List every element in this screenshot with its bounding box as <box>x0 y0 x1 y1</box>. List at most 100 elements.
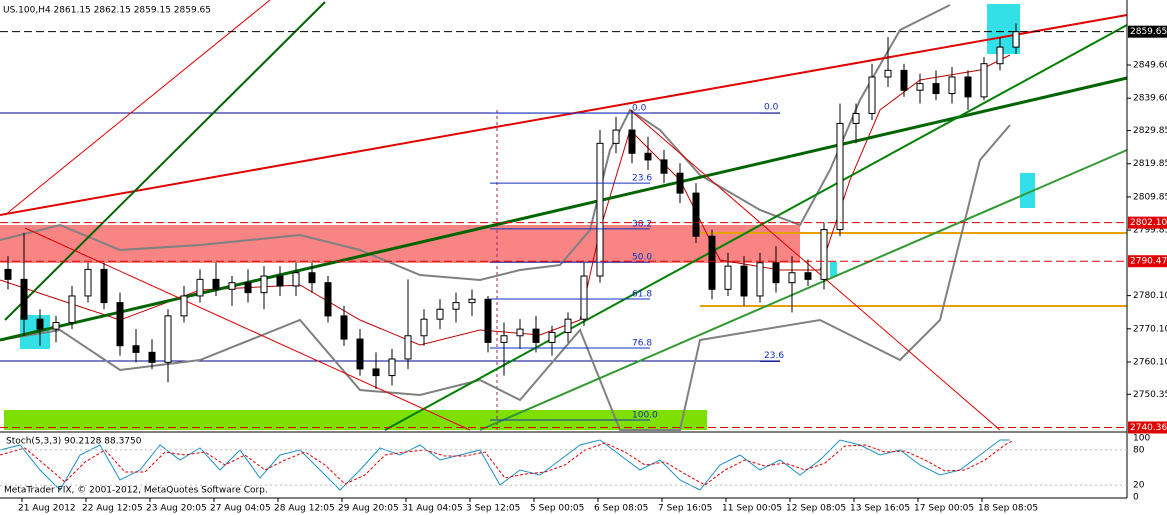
x-tick-label: 28 Aug 12:05 <box>274 504 335 514</box>
candle-body <box>452 302 460 310</box>
trend-line <box>4 0 271 216</box>
candle-body <box>308 272 316 284</box>
candle-body <box>180 295 188 317</box>
candle-body <box>228 282 236 290</box>
stoch-title: Stoch(5,3,3) 90.2128 88.3750 <box>6 437 142 447</box>
y-tick-label: 2799.85 <box>1133 226 1167 236</box>
x-tick-label: 23 Aug 20:05 <box>146 504 207 514</box>
candle-body <box>644 152 652 161</box>
candle-body <box>948 76 956 95</box>
candle-body <box>676 172 684 194</box>
candle-body <box>148 351 156 363</box>
candle-body <box>772 262 780 284</box>
fib-label: 23.6 <box>764 351 784 361</box>
x-tick-label: 27 Aug 04:05 <box>210 504 271 514</box>
candle-body <box>388 358 396 377</box>
candle-body <box>36 318 44 330</box>
candle-body <box>516 328 524 337</box>
stoch-tick-label: 0 <box>1133 493 1139 503</box>
price-box <box>1128 25 1167 38</box>
fib-label: 61.8 <box>632 289 652 299</box>
x-tick-label: 3 Sep 12:05 <box>466 504 520 514</box>
y-tick-label: 2819.85 <box>1133 159 1167 169</box>
candle-body <box>132 345 140 353</box>
candle-body <box>580 275 588 320</box>
candle-body <box>164 315 172 363</box>
candle-body <box>420 318 428 337</box>
y-tick-label: 2809.85 <box>1133 192 1167 202</box>
candle-body <box>868 76 876 114</box>
x-tick-label: 6 Sep 08:05 <box>594 504 648 514</box>
x-tick-label: 31 Aug 04:05 <box>402 504 463 514</box>
candle-body <box>260 275 268 294</box>
x-tick-label: 18 Sep 08:05 <box>978 504 1038 514</box>
trend-line <box>0 76 1128 342</box>
trend-line <box>4 1 326 321</box>
candle-body <box>20 278 28 320</box>
candle-body <box>916 83 924 91</box>
candle-body <box>68 295 76 323</box>
band-line <box>0 4 951 282</box>
candle-body <box>1012 31 1020 48</box>
y-tick-label: 2849.60 <box>1133 61 1167 71</box>
candle-body <box>100 268 108 304</box>
candle-body <box>212 278 220 290</box>
trend-line <box>479 149 1128 431</box>
x-tick-label: 22 Aug 12:05 <box>82 504 143 514</box>
candle-body <box>340 315 348 340</box>
stoch-tick-label: 20 <box>1133 481 1145 491</box>
candle-body <box>324 282 332 317</box>
x-tick-label: 21 Aug 2012 <box>18 504 76 514</box>
candle-body <box>292 272 300 287</box>
red-zone <box>0 225 800 263</box>
candle-body <box>484 298 492 343</box>
price-box <box>1128 255 1167 268</box>
band-line <box>0 124 1011 431</box>
candle-body <box>852 112 860 124</box>
candle-body <box>788 272 796 284</box>
price-label: 2802.10 <box>1130 218 1167 228</box>
x-tick-label: 17 Sep 00:05 <box>914 504 974 514</box>
fib-label: 0.0 <box>764 103 779 113</box>
fib-label: 38.2 <box>632 219 652 229</box>
fib-label: 100.0 <box>632 411 658 421</box>
stoch-tick-label: 80 <box>1133 445 1145 455</box>
candle-body <box>548 331 556 343</box>
candle-body <box>84 268 92 297</box>
x-tick-label: 12 Sep 08:05 <box>786 504 846 514</box>
candle-body <box>980 63 988 98</box>
candle-body <box>244 282 252 294</box>
y-tick-label: 2780.10 <box>1133 291 1167 301</box>
candle-body <box>804 272 812 280</box>
trend-line <box>629 109 1001 431</box>
stoch-signal <box>0 440 1013 486</box>
candle-body <box>996 46 1004 65</box>
candle-body <box>436 308 444 320</box>
candle-body <box>660 159 668 174</box>
price-box <box>1128 421 1167 434</box>
green-zone <box>4 410 707 430</box>
candle-body <box>932 83 940 95</box>
candle-body <box>884 69 892 78</box>
y-tick-label: 2839.60 <box>1133 94 1167 104</box>
candle-body <box>628 129 636 154</box>
candle-body <box>356 338 364 370</box>
fib-label: 23.6 <box>632 174 652 184</box>
candle-body <box>116 302 124 347</box>
y-tick-label: 2829.85 <box>1133 126 1167 136</box>
y-tick-label: 2760.10 <box>1133 357 1167 367</box>
fib-label: 76.8 <box>632 339 652 349</box>
candle-body <box>724 265 732 290</box>
candle-body <box>532 328 540 343</box>
candle-body <box>276 275 284 287</box>
x-tick-label: 5 Sep 00:05 <box>530 504 584 514</box>
candle-body <box>756 262 764 297</box>
y-tick-label: 2770.10 <box>1133 324 1167 334</box>
candle-body <box>836 122 844 231</box>
x-tick-label: 13 Sep 16:05 <box>850 504 910 514</box>
candle-body <box>596 142 604 277</box>
candle-body <box>692 192 700 237</box>
y-tick-label: 2750.35 <box>1133 390 1167 400</box>
